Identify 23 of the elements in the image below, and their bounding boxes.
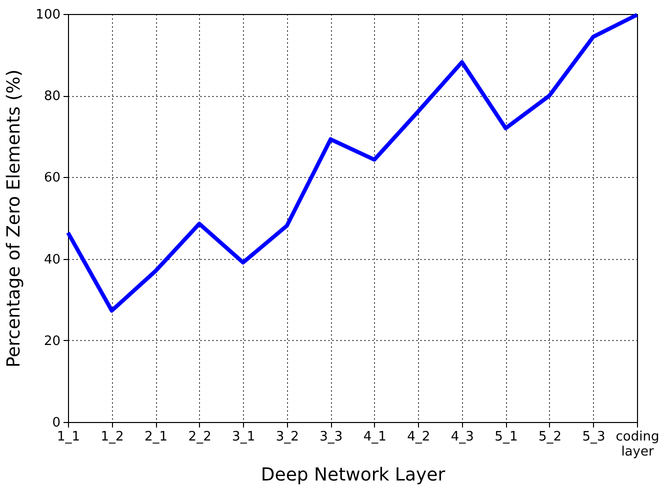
- x-tick-label: 3_1: [232, 430, 256, 444]
- x-tick-label: 5_3: [582, 430, 606, 444]
- x-tick-label: 1_2: [100, 430, 124, 444]
- x-tick-label: 5_2: [538, 430, 562, 444]
- y-tick-label: 20: [44, 334, 60, 349]
- x-tick-label: 2_2: [188, 430, 212, 444]
- x-tick-label: 2_1: [144, 430, 168, 444]
- x-axis-title: Deep Network Layer: [260, 464, 446, 486]
- x-tick-label: 1_1: [56, 430, 80, 444]
- x-tick-label: 3_3: [320, 430, 343, 444]
- x-tick-label: 3_2: [276, 430, 299, 444]
- y-tick-label: 100: [36, 8, 60, 22]
- x-tick-label: 4_3: [450, 430, 474, 444]
- line-series: [66, 12, 639, 313]
- x-tick-label: 5_1: [494, 430, 518, 444]
- y-tick-label: 40: [44, 252, 60, 268]
- y-tick-label: 80: [44, 89, 60, 104]
- y-axis-title: Percentage of Zero Elements (%): [4, 70, 25, 368]
- x-tick-label: 4_1: [363, 430, 386, 444]
- x-tick-label: 4_2: [407, 430, 430, 444]
- x-tick-label: coding layer: [616, 430, 660, 460]
- y-tick-label: 0: [52, 416, 60, 430]
- y-tick-label: 60: [44, 170, 60, 186]
